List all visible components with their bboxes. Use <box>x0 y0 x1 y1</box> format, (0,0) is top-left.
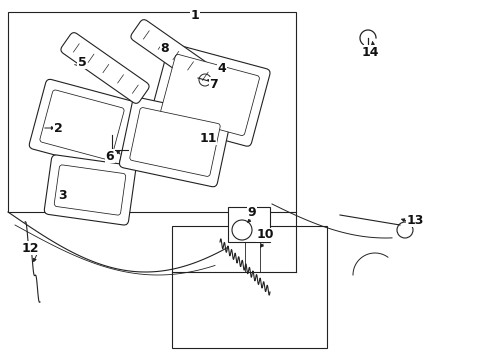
Bar <box>172 226 326 348</box>
Text: 13: 13 <box>406 213 423 226</box>
FancyBboxPatch shape <box>150 44 269 146</box>
FancyBboxPatch shape <box>129 108 220 176</box>
FancyBboxPatch shape <box>131 19 219 90</box>
Bar <box>227 207 269 242</box>
Text: 12: 12 <box>21 242 39 255</box>
Text: 4: 4 <box>217 62 226 75</box>
Text: 5: 5 <box>78 55 86 68</box>
FancyBboxPatch shape <box>160 54 259 136</box>
Text: 6: 6 <box>105 149 114 162</box>
Text: 9: 9 <box>247 206 256 219</box>
Text: 10: 10 <box>256 229 273 242</box>
Text: 8: 8 <box>161 41 169 54</box>
FancyBboxPatch shape <box>61 33 149 103</box>
FancyBboxPatch shape <box>54 165 125 215</box>
Text: 1: 1 <box>190 9 199 22</box>
FancyBboxPatch shape <box>40 90 124 160</box>
Text: 7: 7 <box>209 77 218 90</box>
Bar <box>8 12 295 212</box>
Text: 11: 11 <box>199 131 216 144</box>
FancyBboxPatch shape <box>29 79 135 171</box>
FancyBboxPatch shape <box>44 155 135 225</box>
Text: 14: 14 <box>361 45 378 59</box>
Text: 2: 2 <box>54 122 62 135</box>
FancyBboxPatch shape <box>119 97 230 187</box>
Text: 3: 3 <box>58 189 66 202</box>
